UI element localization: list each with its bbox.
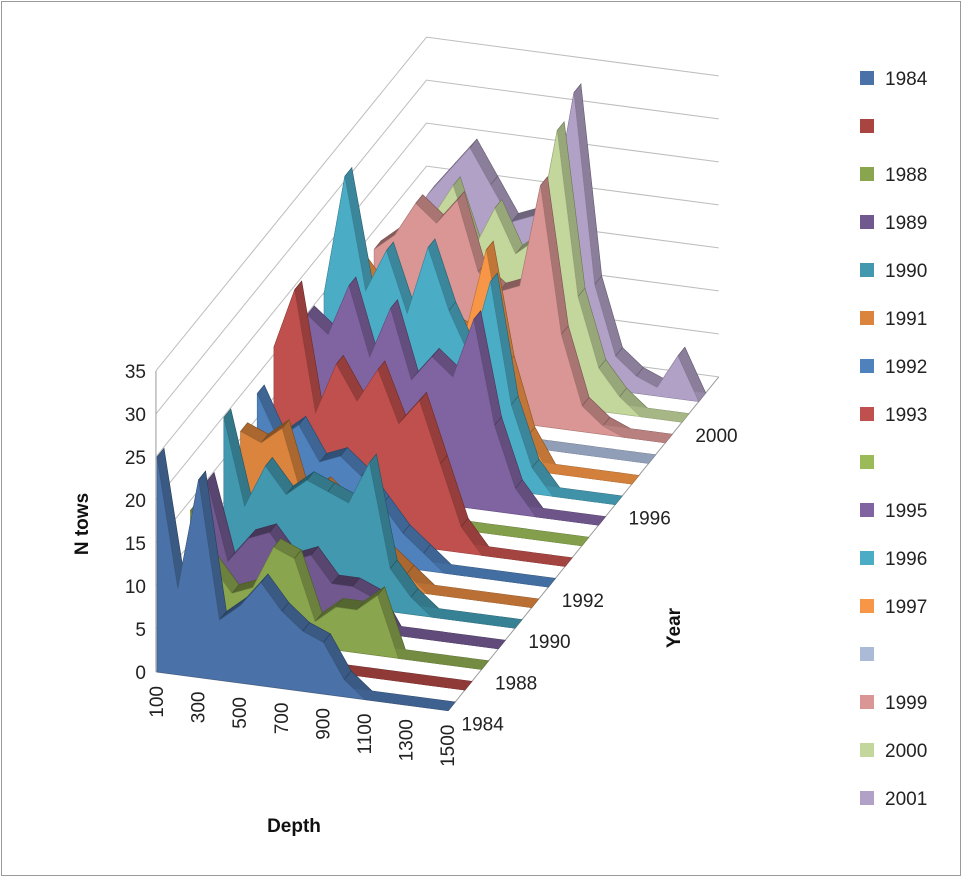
x-tick-label: 300: [189, 692, 210, 724]
year-axis-title: Year: [664, 607, 685, 648]
legend-label: 1992: [885, 357, 927, 378]
legend-swatch: [860, 551, 874, 565]
legend-label: 1997: [885, 597, 927, 618]
series-1984: [156, 447, 456, 711]
y-tick-label: 25: [125, 448, 146, 469]
x-tick-label: 1300: [397, 719, 418, 761]
legend-swatch: [860, 311, 874, 325]
year-tick-label: 2000: [695, 426, 737, 447]
x-axis-ticks: 100 300 500 700 900 1100 1300 1500: [147, 686, 459, 767]
y-tick-label: 5: [135, 620, 146, 641]
series-layer: [156, 82, 707, 711]
legend-swatch: [860, 407, 874, 421]
legend-label: 1990: [885, 261, 927, 282]
x-tick-label: 1100: [355, 714, 376, 755]
x-tick-label: 900: [313, 708, 334, 740]
legend-label: 1989: [885, 213, 927, 234]
legend-label: 2000: [885, 741, 927, 762]
year-tick-label: 1990: [528, 632, 570, 653]
year-tick-label: 1996: [629, 509, 671, 530]
legend-label: 1988: [885, 165, 927, 186]
y-tick-label: 15: [125, 534, 146, 555]
series-front-face: [156, 456, 449, 711]
legend-swatch: [860, 599, 874, 613]
y-tick-label: 35: [125, 362, 146, 383]
legend-swatch: [860, 359, 874, 373]
legend: 1984 1988 1989 1990 1991 1992 1993 1995 1996 1997…: [860, 69, 928, 810]
x-tick-label: 700: [272, 703, 293, 735]
gridline: [155, 36, 719, 372]
y-tick-label: 0: [135, 663, 146, 684]
legend-swatch: [860, 503, 874, 517]
legend-label: 1995: [885, 501, 927, 522]
gridline: [155, 79, 719, 415]
legend-swatch: [860, 743, 874, 757]
legend-swatch: [860, 455, 874, 469]
y-tick-label: 30: [125, 405, 146, 426]
legend-swatch: [860, 167, 874, 181]
legend-swatch: [860, 215, 874, 229]
year-tick-label: 1984: [462, 715, 505, 736]
legend-label: 1984: [885, 69, 928, 90]
legend-swatch: [860, 647, 874, 661]
legend-swatch: [860, 791, 874, 805]
legend-label: 2001: [885, 789, 927, 810]
x-axis-title: Depth: [267, 816, 321, 837]
y-tick-label: 20: [125, 491, 146, 512]
legend-label: 1996: [885, 549, 927, 570]
legend-swatch: [860, 119, 874, 133]
x-tick-label: 1500: [438, 725, 459, 767]
year-axis-ticks: 1984 1988 1990 1992 1996 2000: [462, 426, 738, 735]
x-tick-label: 500: [230, 697, 251, 729]
legend-label: 1991: [885, 309, 927, 330]
legend-swatch: [860, 695, 874, 709]
y-axis-ticks: 0 5 10 15 20 25 30 35: [125, 362, 146, 684]
year-tick-label: 1992: [562, 591, 604, 612]
legend-label: 1993: [885, 405, 927, 426]
x-tick-label: 100: [147, 686, 168, 718]
legend-label: 1999: [885, 693, 927, 714]
legend-swatch: [860, 263, 874, 277]
gridline: [155, 122, 719, 458]
year-tick-label: 1988: [495, 673, 537, 694]
gridline: [155, 165, 719, 501]
y-axis-title: N tows: [72, 493, 93, 555]
y-tick-label: 10: [125, 577, 146, 598]
legend-swatch: [860, 71, 874, 85]
